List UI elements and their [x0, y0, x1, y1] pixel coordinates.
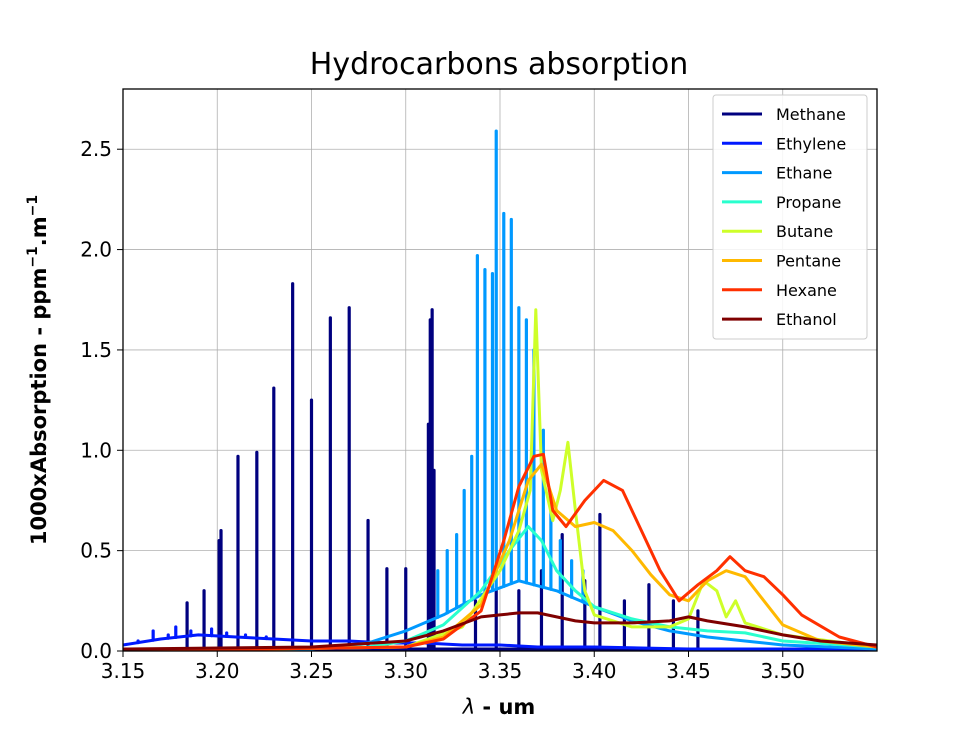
legend-label-butane: Butane [776, 222, 833, 241]
y-tick-label: 1.5 [80, 338, 112, 362]
x-tick-label: 3.40 [572, 659, 617, 683]
x-tick-label: 3.30 [383, 659, 428, 683]
y-axis-label: 1000xAbsorption - ppm−1.m−1 [25, 195, 51, 545]
y-tick-label: 2.5 [80, 137, 112, 161]
series-line-butane [123, 308, 877, 651]
x-axis: 3.15 3.20 3.25 3.30 3.35 3.40 3.45 3.50 [101, 651, 805, 683]
y-tick-label: 0.5 [80, 539, 112, 563]
legend-label-pentane: Pentane [776, 252, 841, 271]
legend: Methane Ethylene Ethane Propane Butane Pentan… [712, 94, 868, 340]
series-baseline-ethane [123, 579, 877, 651]
series-layer [123, 129, 877, 651]
y-axis-label-main: 1000xAbsorption - ppm [27, 268, 51, 546]
x-tick-label: 3.25 [289, 659, 334, 683]
x-tick-label: 3.50 [760, 659, 805, 683]
y-tick-label: 0.0 [80, 639, 112, 663]
legend-label-ethanol: Ethanol [776, 310, 837, 329]
x-tick-label: 3.15 [101, 659, 146, 683]
x-axis-label-rest: - um [475, 695, 535, 719]
legend-label-propane: Propane [776, 193, 841, 212]
x-tick-label: 3.35 [478, 659, 523, 683]
legend-label-hexane: Hexane [776, 281, 837, 300]
y-axis-label-mid: .m [27, 216, 51, 246]
series-line-ethanol [123, 611, 877, 651]
y-axis: 0.0 0.5 1.0 1.5 2.0 2.5 [80, 137, 123, 663]
x-tick-label: 3.45 [666, 659, 711, 683]
chart-title: Hydrocarbons absorption [310, 47, 688, 82]
legend-label-methane: Methane [776, 105, 846, 124]
x-axis-label: λ - um [462, 695, 536, 719]
y-tick-label: 1.0 [80, 438, 112, 462]
y-axis-label-sup1: −1 [25, 246, 41, 267]
legend-label-ethane: Ethane [776, 164, 832, 183]
x-axis-label-symbol: λ [462, 695, 475, 719]
y-tick-label: 2.0 [80, 238, 112, 262]
series-line-propane [123, 525, 877, 651]
y-axis-label-sup2: −1 [25, 195, 41, 216]
legend-box [712, 94, 868, 340]
series-line-pentane [123, 462, 877, 651]
legend-label-ethylene: Ethylene [776, 134, 846, 153]
plot-area [123, 129, 877, 651]
series-line-hexane [123, 452, 877, 651]
x-tick-label: 3.20 [195, 659, 240, 683]
